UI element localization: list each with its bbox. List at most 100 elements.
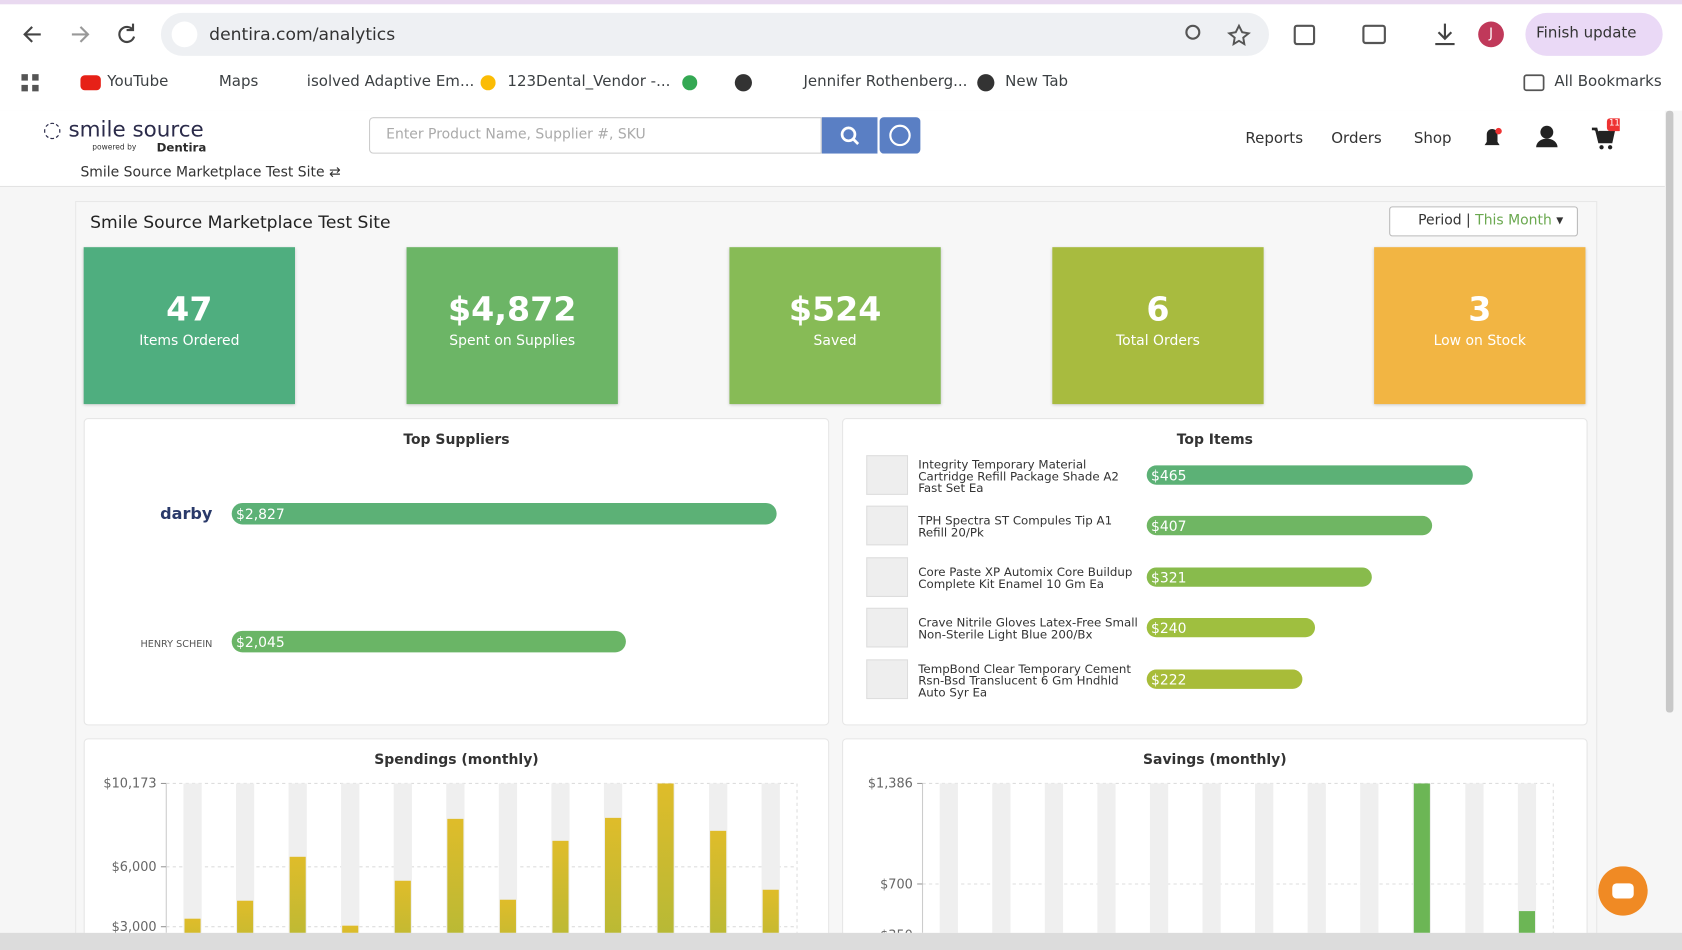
drive-icon — [682, 75, 698, 91]
period-value: This Month — [1475, 212, 1552, 229]
tab-strip — [0, 0, 1682, 5]
kpi-label: Saved — [813, 333, 857, 350]
cart-badge-bg — [1606, 118, 1620, 132]
bar — [552, 840, 569, 933]
download[interactable] — [1435, 23, 1455, 46]
y-tick-label: $3,000 — [112, 920, 157, 933]
taskbar — [0, 932, 1682, 950]
back[interactable] — [23, 26, 41, 43]
globe-btn[interactable] — [879, 117, 921, 154]
card-title: Top Items — [1176, 432, 1253, 449]
bar-track — [1097, 783, 1116, 933]
site-switcher[interactable]: Smile Source Marketplace Test Site ⇄ — [80, 164, 341, 181]
extensions[interactable] — [1293, 24, 1316, 46]
bar — [1146, 465, 1473, 485]
kpi-card: $4,872 Spent on Supplies — [406, 247, 618, 405]
apps[interactable] — [21, 74, 39, 92]
bar — [237, 900, 254, 933]
powered-by: powered by — [92, 142, 137, 152]
bar-track — [341, 783, 360, 933]
y-tick-label: $10,173 — [103, 777, 156, 792]
card-title: Top Suppliers — [403, 432, 510, 449]
cart[interactable] — [1591, 127, 1616, 144]
bar — [499, 899, 516, 933]
nav-link[interactable]: Orders — [1331, 130, 1382, 148]
item-image — [866, 455, 909, 495]
forward[interactable] — [71, 26, 90, 43]
value-label: $321 — [1151, 570, 1186, 586]
bar-track — [1360, 783, 1379, 933]
zoom[interactable] — [1185, 24, 1201, 40]
kpi-value: 47 — [166, 290, 213, 329]
supplier-name: darby — [160, 504, 213, 523]
chat-button[interactable] — [1597, 866, 1651, 918]
bar-track — [1255, 783, 1274, 933]
kpi-card: 6 Total Orders — [1052, 247, 1264, 405]
bar — [605, 817, 622, 933]
y-tick-label: $1,386 — [868, 777, 913, 792]
logo[interactable]: ◌ smile source — [42, 116, 204, 142]
tab-search[interactable] — [1362, 24, 1386, 45]
bar — [657, 783, 674, 933]
item-name[interactable]: Crave Nitrile Gloves Latex-Free Small No… — [918, 615, 1138, 642]
bar — [1146, 617, 1316, 638]
reload[interactable] — [118, 23, 136, 43]
bar-track — [235, 783, 255, 933]
header-icons — [1484, 118, 1620, 150]
scrollbar — [1665, 110, 1674, 713]
drive-icon — [480, 75, 496, 91]
bookmark[interactable]: Jennifer Rothenberg... — [803, 73, 968, 91]
bar — [342, 925, 359, 933]
search-buttons — [821, 117, 921, 154]
bookmark[interactable]: 123Dental_Vendor -... — [507, 73, 671, 91]
bookmark[interactable]: isolved Adaptive Em... — [306, 73, 475, 91]
kpi-label: Low on Stock — [1433, 333, 1526, 350]
item-name[interactable]: Integrity Temporary Material Cartridge R… — [918, 457, 1119, 496]
bookmark[interactable]: YouTube — [107, 73, 169, 91]
account[interactable] — [1540, 125, 1554, 139]
card-title: Spendings (monthly) — [374, 752, 539, 769]
bar — [231, 630, 626, 653]
bar — [762, 889, 779, 933]
item-name[interactable]: TempBond Clear Temporary Cement Rsn-Bsd … — [918, 662, 1132, 700]
bar — [231, 502, 777, 525]
kpi-card: 3 Low on Stock — [1374, 247, 1586, 405]
globe-icon — [977, 74, 995, 92]
finish-update-btn[interactable] — [1525, 12, 1663, 56]
search-btn[interactable] — [821, 117, 878, 154]
star[interactable] — [1227, 23, 1251, 46]
all-bookmarks[interactable]: All Bookmarks — [1554, 73, 1662, 91]
bar-track — [1517, 783, 1537, 933]
y-tick-label: $6,000 — [112, 860, 157, 875]
item-name[interactable]: TPH Spectra ST Compules Tip A1 Refill 20… — [918, 513, 1113, 540]
nav-link[interactable]: Reports — [1245, 130, 1304, 148]
site-info[interactable] — [171, 21, 198, 48]
bookmark[interactable]: Maps — [218, 73, 259, 91]
browser-icons — [21, 12, 1663, 92]
bar — [1518, 911, 1536, 933]
address-bar[interactable] — [160, 12, 1270, 56]
value-label: $407 — [1151, 519, 1186, 535]
item-image — [866, 505, 909, 546]
value-label: $465 — [1151, 468, 1186, 484]
period-select[interactable]: Period | This Month ▾ — [1389, 206, 1578, 237]
bookmark[interactable]: New Tab — [1005, 73, 1069, 91]
youtube-icon — [80, 75, 101, 91]
url[interactable]: dentira.com/analytics — [209, 23, 396, 45]
value-label: $2,045 — [236, 635, 285, 651]
bar — [447, 818, 464, 933]
finish-update[interactable]: Finish update — [1536, 24, 1637, 42]
bar — [184, 918, 201, 933]
folder-icon — [1523, 74, 1545, 92]
bar-track — [498, 783, 518, 933]
bar-track — [1044, 783, 1064, 933]
profile[interactable] — [1478, 21, 1504, 48]
bar-track — [992, 783, 1011, 933]
period-label: Period — [1418, 212, 1462, 229]
search-input[interactable]: Enter Product Name, Supplier #, SKU — [369, 117, 822, 154]
nav-link[interactable]: Shop — [1413, 130, 1452, 148]
item-name[interactable]: Core Paste XP Automix Core Buildup Compl… — [918, 565, 1133, 592]
bar — [1146, 669, 1303, 689]
kpi-value: 3 — [1468, 290, 1492, 329]
bell[interactable] — [1484, 128, 1500, 146]
